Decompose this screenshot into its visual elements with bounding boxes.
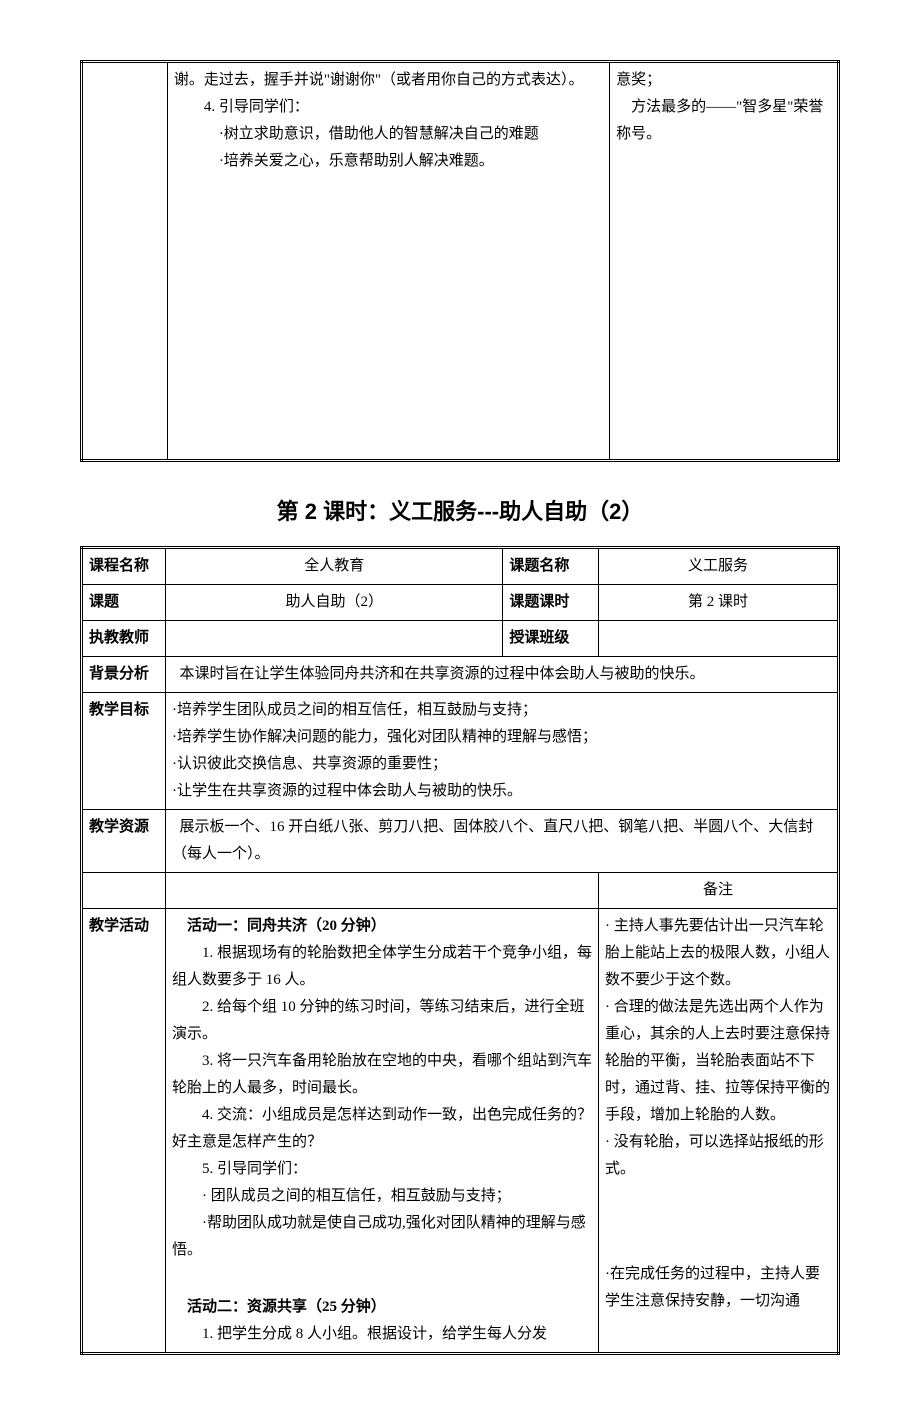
class-value [599,620,839,656]
course-name-value: 全人教育 [166,547,503,584]
topic-name-label: 课题名称 [503,547,599,584]
spacer [172,1264,592,1294]
paragraph: 谢。走过去，握手并说"谢谢你"（或者用你自己的方式表达）。 [174,67,603,94]
empty-label [82,872,166,908]
note-item: ·在完成任务的过程中，主持人要学生注意保持安静，一切沟通 [605,1261,831,1315]
activity-step: 1. 根据现场有的轮胎数把全体学生分成若干个竞争小组，每组人数要多于 16 人。 [172,940,592,994]
activity-step: 4. 交流：小组成员是怎样达到动作一致，出色完成任务的？好主意是怎样产生的？ [172,1102,592,1156]
notes-header: 备注 [599,872,839,908]
meta-row-1: 课程名称 全人教育 课题名称 义工服务 [82,547,839,584]
activities-row: 教学活动 活动一：同舟共济（20 分钟） 1. 根据现场有的轮胎数把全体学生分成… [82,908,839,1353]
note-item: · 主持人事先要估计出一只汽车轮胎上能站上去的极限人数，小组人数不要少于这个数。 [605,913,831,994]
activity-step: 1. 把学生分成 8 人小组。根据设计，给学生每人分发 [172,1321,592,1348]
bg-text-span: 本课时旨在让学生体验同舟共济和在共享资源的过程中体会助人与被助的快乐。 [172,666,705,682]
meta-row-3: 执教教师 授课班级 [82,620,839,656]
course-name-label: 课程名称 [82,547,166,584]
bullet-text: ·树立求助意识，借助他人的智慧解决自己的难题 [174,121,603,148]
resources-label: 教学资源 [82,809,166,872]
notes-text: 方法最多的——"智多星"荣誉称号。 [616,94,831,148]
goals-row: 教学目标 ·培养学生团队成员之间的相互信任，相互鼓励与支持； ·培养学生协作解决… [82,692,839,809]
lesson-value: 助人自助（2） [166,584,503,620]
lesson-table-1: 谢。走过去，握手并说"谢谢你"（或者用你自己的方式表达）。 4. 引导同学们： … [80,60,840,462]
activity-content-cell: 谢。走过去，握手并说"谢谢你"（或者用你自己的方式表达）。 4. 引导同学们： … [167,62,609,461]
spacer [605,1183,831,1261]
resources-text: 展示板一个、16 开白纸八张、剪刀八把、固体胶八个、直尺八把、钢笔八把、半圆八个… [166,809,839,872]
spacer [174,175,603,455]
activities-label: 教学活动 [82,908,166,1353]
lesson-table-2: 课程名称 全人教育 课题名称 义工服务 课题 助人自助（2） 课题课时 第 2 … [80,546,840,1355]
paragraph: 4. 引导同学们： [174,94,603,121]
activity-2-title: 活动二：资源共享（25 分钟） [172,1294,592,1321]
activity-bullet: ·帮助团队成功就是使自己成功,强化对团队精神的理解与感悟。 [172,1210,592,1264]
goal-item: ·认识彼此交换信息、共享资源的重要性； [172,751,831,778]
resources-row: 教学资源 展示板一个、16 开白纸八张、剪刀八把、固体胶八个、直尺八把、钢笔八把… [82,809,839,872]
lesson-period-label: 课题课时 [503,584,599,620]
topic-name-value: 义工服务 [599,547,839,584]
notes-header-row: 备注 [82,872,839,908]
background-label: 背景分析 [82,656,166,692]
lesson-period-value: 第 2 课时 [599,584,839,620]
goals-cell: ·培养学生团队成员之间的相互信任，相互鼓励与支持； ·培养学生协作解决问题的能力… [166,692,839,809]
res-text-span: 展示板一个、16 开白纸八张、剪刀八把、固体胶八个、直尺八把、钢笔八把、半圆八个… [172,819,813,862]
activities-notes: · 主持人事先要估计出一只汽车轮胎上能站上去的极限人数，小组人数不要少于这个数。… [599,908,839,1353]
activity-step: 2. 给每个组 10 分钟的练习时间，等练习结束后，进行全班演示。 [172,994,592,1048]
activity-1-title: 活动一：同舟共济（20 分钟） [172,913,592,940]
activity-step: 5. 引导同学们： [172,1156,592,1183]
empty-cell [166,872,599,908]
table-row: 谢。走过去，握手并说"谢谢你"（或者用你自己的方式表达）。 4. 引导同学们： … [82,62,839,461]
background-row: 背景分析 本课时旨在让学生体验同舟共济和在共享资源的过程中体会助人与被助的快乐。 [82,656,839,692]
bullet-text: ·培养关爱之心，乐意帮助别人解决难题。 [174,148,603,175]
class-label: 授课班级 [503,620,599,656]
teacher-value [166,620,503,656]
goal-item: ·培养学生协作解决问题的能力，强化对团队精神的理解与感悟； [172,724,831,751]
activity-bullet: · 团队成员之间的相互信任，相互鼓励与支持； [172,1183,592,1210]
section-title: 第 2 课时：义工服务---助人自助（2） [80,492,840,532]
activities-content: 活动一：同舟共济（20 分钟） 1. 根据现场有的轮胎数把全体学生分成若干个竞争… [166,908,599,1353]
goal-item: ·培养学生团队成员之间的相互信任，相互鼓励与支持； [172,697,831,724]
activity-step: 3. 将一只汽车备用轮胎放在空地的中央，看哪个组站到汽车轮胎上的人最多，时间最长… [172,1048,592,1102]
notes-cell: 意奖； 方法最多的——"智多星"荣誉称号。 [610,62,839,461]
notes-text: 意奖； [616,67,831,94]
lesson-label: 课题 [82,584,166,620]
note-item: · 合理的做法是先选出两个人作为重心，其余的人上去时要注意保持轮胎的平衡，当轮胎… [605,994,831,1129]
meta-row-2: 课题 助人自助（2） 课题课时 第 2 课时 [82,584,839,620]
goals-label: 教学目标 [82,692,166,809]
background-text: 本课时旨在让学生体验同舟共济和在共享资源的过程中体会助人与被助的快乐。 [166,656,839,692]
row-label-empty [82,62,168,461]
note-item: · 没有轮胎，可以选择站报纸的形式。 [605,1129,831,1183]
goal-item: ·让学生在共享资源的过程中体会助人与被助的快乐。 [172,778,831,805]
teacher-label: 执教教师 [82,620,166,656]
